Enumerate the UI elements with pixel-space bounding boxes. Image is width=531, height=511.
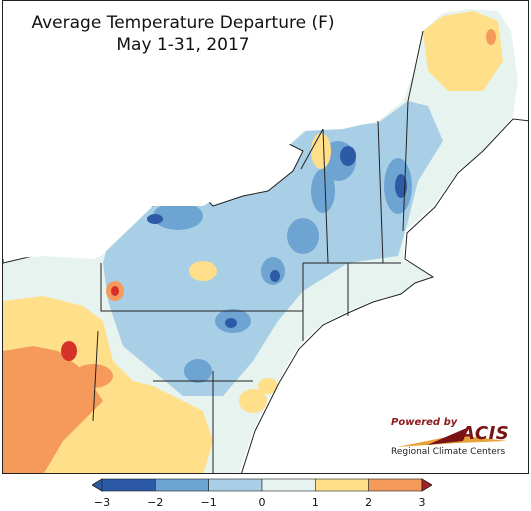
warm-region-north <box>423 11 503 91</box>
cool-pocket <box>311 169 335 213</box>
hot-pocket <box>61 341 77 361</box>
cool-pocket <box>153 202 203 230</box>
legend-tick-label: 2 <box>365 496 373 509</box>
warm-pocket <box>311 133 331 169</box>
logo-swoosh-icon <box>397 427 507 447</box>
legend-tick-label: 0 <box>258 496 266 509</box>
cold-pocket <box>225 318 237 328</box>
hot-pocket <box>73 364 113 388</box>
cool-pocket <box>287 218 319 254</box>
legend-arrow-left <box>91 478 103 492</box>
warm-pocket <box>486 29 496 45</box>
acis-logo: Powered by ACIS Regional Climate Centers <box>387 413 527 461</box>
cold-pocket <box>340 146 356 166</box>
legend-bin <box>101 478 156 492</box>
hot-pocket <box>111 286 119 296</box>
cool-region-light <box>103 101 443 396</box>
legend-bin <box>368 478 423 492</box>
legend-bin <box>155 478 209 492</box>
atlantic-ocean <box>241 118 528 473</box>
legend-tick-label: −2 <box>147 496 164 509</box>
state-borders <box>92 30 424 473</box>
cool-pocket <box>184 359 212 383</box>
warm-pocket <box>239 389 267 413</box>
warm-pocket <box>258 378 278 394</box>
canada-water <box>3 1 423 259</box>
legend-tick-label: −3 <box>93 496 111 509</box>
map-subtitle: May 1-31, 2017 <box>116 35 250 55</box>
cold-pocket <box>270 270 280 282</box>
legend-bin <box>261 478 316 492</box>
logo-powered-by: Powered by <box>391 417 458 428</box>
color-legend: −3 −2 −1 0 1 2 3 <box>91 476 433 510</box>
logo-acis: ACIS <box>461 423 510 444</box>
map-frame: Average Temperature Departure (F) May 1-… <box>2 0 529 474</box>
warm-pocket <box>189 261 217 281</box>
legend-arrow-right <box>421 478 433 492</box>
legend-bin <box>208 478 263 492</box>
temperature-departure-map <box>3 1 528 473</box>
logo-org: Regional Climate Centers <box>391 447 506 457</box>
legend-tick-label: −1 <box>200 496 217 509</box>
legend-tick-label: 1 <box>311 496 319 509</box>
legend-bin <box>315 478 369 492</box>
legend-colorbar <box>91 478 433 492</box>
map-title: Average Temperature Departure (F) <box>31 13 335 33</box>
legend-tick-label: 3 <box>418 496 426 509</box>
cold-pocket <box>147 214 163 224</box>
